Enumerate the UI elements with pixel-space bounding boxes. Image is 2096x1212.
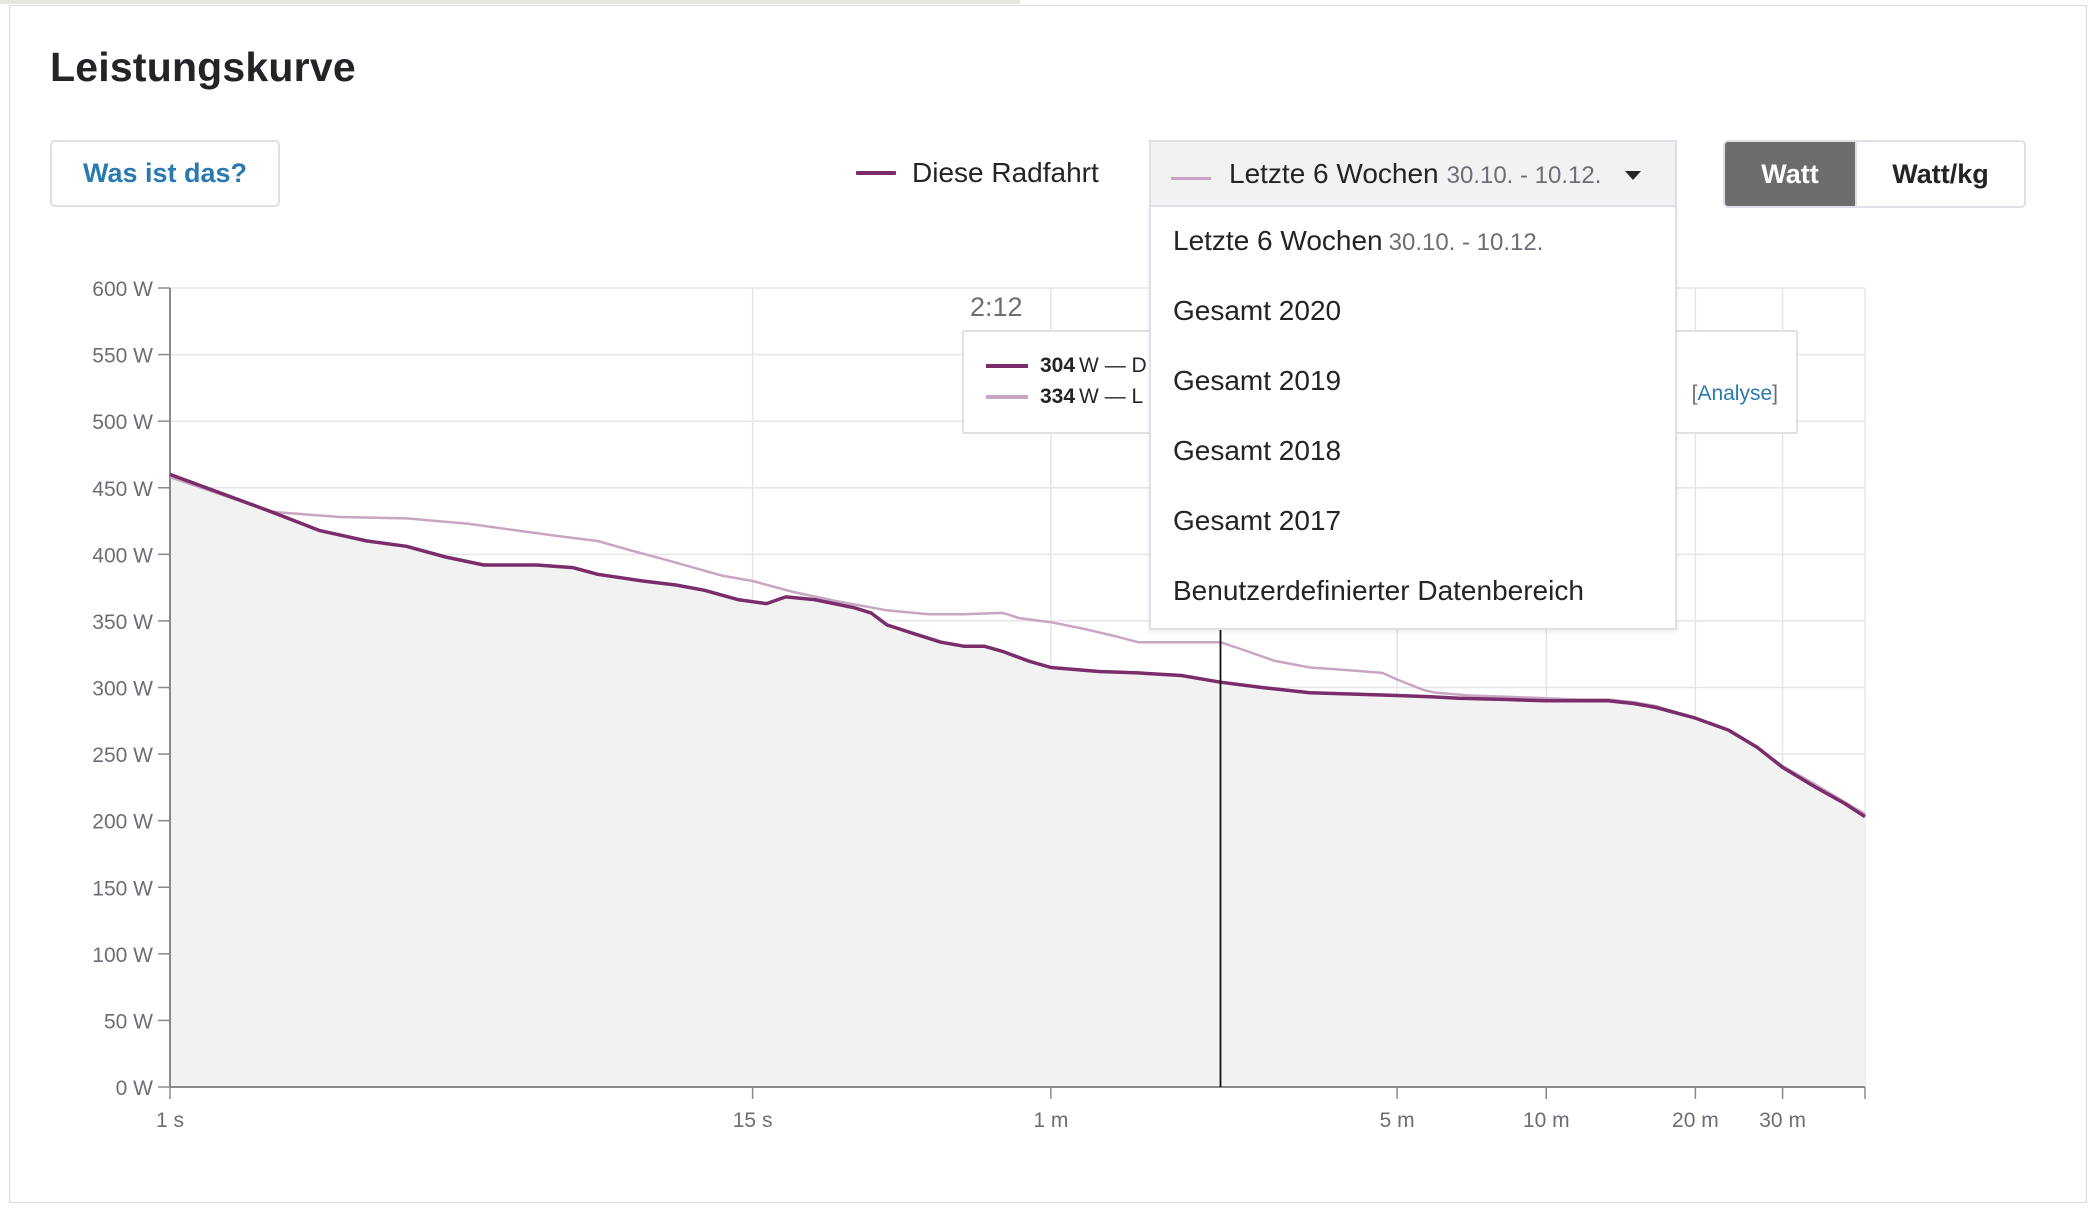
- page-title: Leistungskurve: [50, 44, 356, 90]
- area-fill-this-ride: [170, 474, 1865, 1087]
- y-tick-label: 200 W: [92, 811, 153, 834]
- legend-label-this-ride: Diese Radfahrt: [912, 157, 1099, 188]
- menu-item-total-2018[interactable]: Gesamt 2018: [1173, 435, 1342, 466]
- tooltip-analyse: [Analyse]: [1692, 382, 1778, 406]
- unit-toggle: Watt Watt/kg: [1723, 140, 2026, 208]
- y-tick-label: 50 W: [104, 1010, 153, 1033]
- tooltip-time: 2:12: [970, 292, 1023, 322]
- what-is-this-button[interactable]: Was ist das?: [50, 140, 280, 207]
- analyse-bracket-close: ]: [1772, 382, 1778, 405]
- y-tick-label: 600 W: [92, 278, 153, 301]
- menu-item-last-6-weeks[interactable]: Letzte 6 Wochen 30.10. - 10.12.: [1173, 225, 1543, 257]
- y-tick-label: 300 W: [92, 678, 153, 701]
- y-tick-label: 350 W: [92, 611, 153, 634]
- menu-item-total-2019[interactable]: Gesamt 2019: [1173, 365, 1342, 396]
- caret-down-icon: [1625, 171, 1641, 180]
- analyse-link[interactable]: Analyse: [1697, 382, 1773, 405]
- legend-swatch-this-ride: [856, 171, 896, 175]
- x-tick-label: 30 m: [1759, 1109, 1806, 1132]
- menu-item-label: Letzte 6 Wochen: [1173, 225, 1383, 256]
- menu-item-total-2017[interactable]: Gesamt 2017: [1173, 505, 1342, 536]
- compare-period-select[interactable]: Letzte 6 Wochen 30.10. - 10.12.: [1149, 140, 1677, 206]
- y-tick-label: 250 W: [92, 744, 153, 767]
- map-strip: [0, 0, 1020, 4]
- series-line-this-ride: [169, 472, 1866, 819]
- unit-watt-button[interactable]: Watt: [1725, 142, 1855, 206]
- tooltip-value-compare: 334: [1040, 385, 1076, 408]
- tooltip-swatch-compare: [986, 395, 1028, 399]
- y-tick-label: 0 W: [116, 1077, 154, 1100]
- compare-swatch: [1171, 176, 1211, 180]
- y-tick-label: 400 W: [92, 544, 153, 567]
- menu-item-custom-range[interactable]: Benutzerdefinierter Datenbereich: [1173, 575, 1584, 606]
- tooltip-swatch-this-ride: [986, 364, 1028, 368]
- menu-item-total-2020[interactable]: Gesamt 2020: [1173, 295, 1342, 326]
- x-tick-label: 1 s: [156, 1109, 184, 1132]
- compare-selected-label: Letzte 6 Wochen: [1229, 158, 1439, 189]
- tooltip-unit-compare: W — L: [1079, 385, 1144, 408]
- tooltip-row-compare: 334 W — L: [986, 385, 1143, 409]
- x-tick-label: 20 m: [1672, 1109, 1719, 1132]
- x-tick-label: 15 s: [733, 1109, 773, 1132]
- y-tick-label: 100 W: [92, 944, 153, 967]
- tooltip-unit-this-ride: W — D: [1079, 354, 1147, 377]
- tooltip-row-this-ride: 304 W — D: [986, 354, 1147, 378]
- y-tick-label: 150 W: [92, 877, 153, 900]
- y-tick-label: 550 W: [92, 345, 153, 368]
- x-tick-label: 5 m: [1380, 1109, 1415, 1132]
- compare-period-menu: Letzte 6 Wochen 30.10. - 10.12. Gesamt 20…: [1149, 205, 1677, 630]
- y-tick-label: 450 W: [92, 478, 153, 501]
- x-tick-label: 10 m: [1523, 1109, 1570, 1132]
- menu-item-dates: 30.10. - 10.12.: [1388, 229, 1544, 256]
- compare-selected-dates: 30.10. - 10.12.: [1446, 162, 1602, 189]
- analyse-bracket-open: [: [1691, 382, 1698, 405]
- x-tick-label: 1 m: [1033, 1109, 1068, 1132]
- legend-this-ride: Diese Radfahrt: [856, 155, 1099, 191]
- unit-watt-per-kg-button[interactable]: Watt/kg: [1855, 142, 2024, 206]
- y-tick-label: 500 W: [92, 411, 153, 434]
- tooltip-value-this-ride: 304: [1040, 354, 1076, 377]
